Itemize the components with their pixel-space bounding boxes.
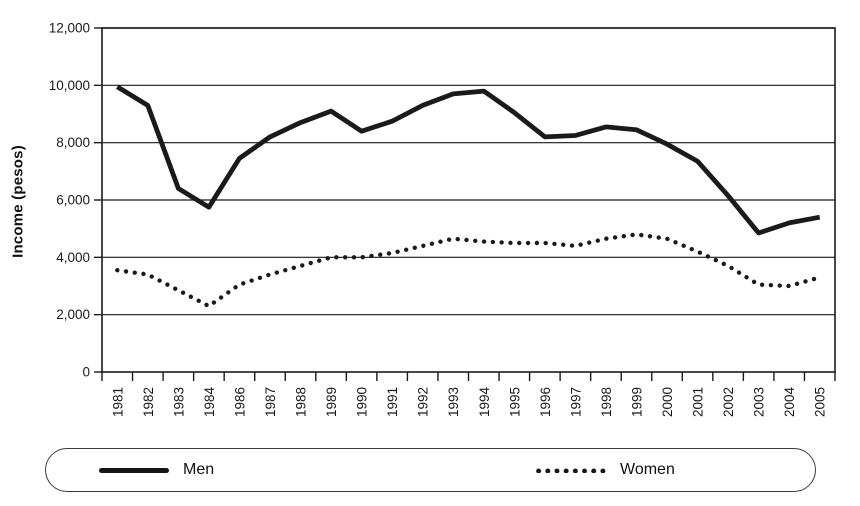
- women-line: [115, 232, 822, 309]
- x-tick-label: 1993: [446, 387, 461, 417]
- y-tick-label: 0: [82, 365, 90, 380]
- x-tick-label: 2001: [691, 387, 706, 417]
- plot-area: 0 2,000 4,000 6,000 8,000 10,000 12,000 1981 198…: [49, 21, 836, 418]
- x-tick-label: 1995: [507, 387, 522, 417]
- x-tick-label: 1984: [202, 387, 217, 418]
- legend-item-men: Men: [99, 449, 214, 491]
- x-tick-label: 1997: [568, 387, 583, 417]
- x-tick-label: 1983: [171, 387, 186, 417]
- legend-men-label: Men: [183, 461, 215, 478]
- x-tick-label: 1988: [294, 387, 309, 417]
- y-tick-label: 2,000: [56, 307, 90, 322]
- x-tick-label: 2003: [752, 387, 767, 417]
- legend-item-women: Women: [532, 449, 675, 491]
- men-line: [116, 84, 821, 236]
- y-axis-title: Income (pesos): [9, 145, 27, 258]
- x-tick-label: 1990: [355, 387, 370, 417]
- x-tick-label: 1982: [141, 387, 156, 417]
- x-tick-label: 1996: [538, 387, 553, 417]
- legend: Men Women: [45, 448, 816, 492]
- x-tick-label: 1994: [477, 387, 492, 418]
- y-tick-label: 8,000: [56, 135, 90, 150]
- x-tick-label: 1989: [324, 387, 339, 417]
- x-tick-label: 1992: [416, 387, 431, 417]
- x-tick-label: 1998: [599, 387, 614, 417]
- x-tick-label: 2000: [660, 387, 675, 417]
- men-solid-line-swatch: [99, 467, 169, 473]
- x-tick-label: 1981: [110, 387, 125, 417]
- y-tick-label: 12,000: [49, 21, 90, 36]
- x-tick-label: 2005: [813, 387, 828, 417]
- women-dotted-line-swatch: [532, 467, 606, 473]
- x-tick-label: 1991: [385, 387, 400, 417]
- x-tick-label: 1999: [629, 387, 644, 417]
- x-tick-label: 2004: [782, 387, 797, 418]
- x-tick-label: 1987: [263, 387, 278, 417]
- y-tick-label: 4,000: [56, 250, 90, 265]
- y-tick-label: 10,000: [49, 78, 90, 93]
- y-tick-label: 6,000: [56, 193, 90, 208]
- x-tick-label: 2002: [721, 387, 736, 417]
- legend-women-label: Women: [620, 461, 675, 478]
- x-tick-label: 1986: [232, 387, 247, 417]
